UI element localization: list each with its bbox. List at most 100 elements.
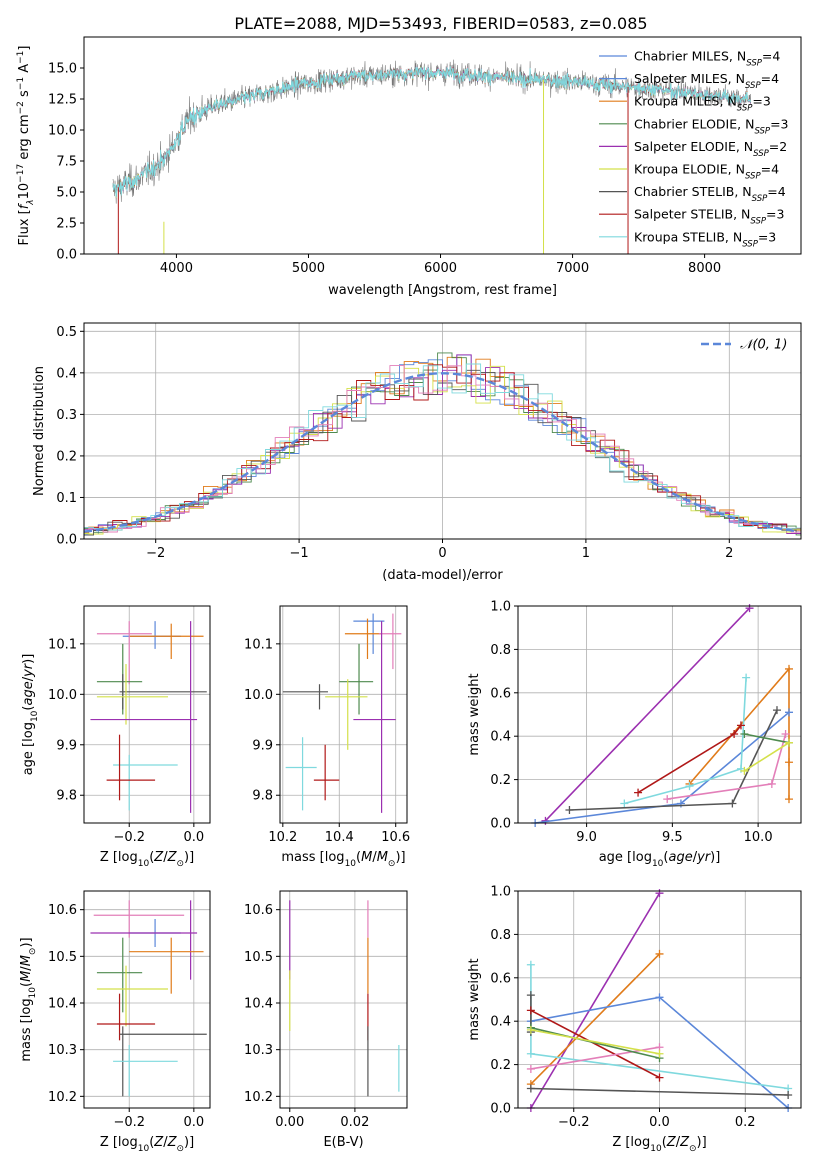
- x-tick-label: 0: [438, 546, 446, 561]
- y-tick-label: 9.8: [252, 789, 273, 804]
- y-tick-label: 0.8: [490, 643, 511, 658]
- x-tick-label: 6000: [424, 261, 457, 276]
- y-tick-label: 5.0: [56, 186, 77, 201]
- y-tick-label: 10.2: [48, 1090, 77, 1105]
- spectrum-traces: [112, 59, 752, 254]
- series-line: [544, 607, 751, 822]
- x-tick-label: 9.0: [576, 830, 597, 845]
- histogram-series: [84, 364, 801, 536]
- series-marker: [740, 766, 749, 775]
- gaussian-curve: [84, 372, 799, 533]
- y-tick-label: 0.2: [490, 773, 511, 788]
- x-tick-label: 0.00: [275, 1115, 304, 1130]
- series-marker: [655, 1073, 664, 1082]
- y-tick-label: 0.0: [56, 248, 77, 263]
- axes-frame: [83, 890, 211, 1109]
- spectrum-model-line: [112, 66, 752, 197]
- series-marker: [526, 1049, 535, 1058]
- y-tick-label: 10.0: [48, 124, 77, 139]
- series-marker: [565, 805, 574, 814]
- y-tick-label: 7.5: [56, 155, 77, 170]
- y-tick-label: 10.5: [48, 950, 77, 965]
- x-tick-label: 0.0: [184, 1115, 205, 1130]
- x-tick-label: 1: [582, 546, 590, 561]
- series-marker: [740, 730, 749, 739]
- x-tick-label: −0.2: [113, 1115, 145, 1130]
- x-axis-label: (data-model)/error: [382, 568, 503, 583]
- x-tick-label: 10.4: [325, 830, 354, 845]
- x-tick-label: −2: [146, 546, 165, 561]
- y-axis-label: Normed distribution: [32, 366, 47, 496]
- x-axis-label: Z [log10(Z/Z⊙)]: [100, 850, 194, 869]
- series-line: [530, 892, 661, 1109]
- axes-frame: [517, 605, 802, 824]
- y-tick-label: 9.9: [252, 738, 273, 753]
- x-tick-label: 7000: [556, 261, 589, 276]
- legend-entry: Chabrier ELODIE, NSSP=3: [634, 116, 789, 136]
- series-line: [743, 742, 790, 772]
- legend-entry: Salpeter STELIB, NSSP=3: [634, 207, 784, 227]
- axes-frame: [83, 36, 802, 255]
- series-marker: [784, 738, 793, 747]
- spectrum-model-line: [112, 66, 752, 198]
- series-marker: [728, 799, 737, 808]
- y-tick-label: 0.4: [490, 1015, 511, 1030]
- series-marker: [526, 1025, 535, 1034]
- series-marker: [685, 782, 694, 791]
- series-marker: [742, 673, 751, 682]
- series-marker: [655, 1049, 664, 1058]
- series-line: [530, 1046, 660, 1070]
- y-tick-label: 10.6: [244, 903, 273, 918]
- axes-age_vs_Z: −0.2 0.0 9.8 9.9 10.0 10.1 Z [log10(Z/Z⊙)] age …: [21, 605, 211, 869]
- y-axis-label: Flux [fλ10−17 erg cm−2 s−1 A−1]: [16, 46, 36, 246]
- series-marker: [663, 795, 672, 804]
- legend-entry: Kroupa STELIB, NSSP=3: [634, 229, 776, 249]
- spectrum-model-line: [112, 66, 752, 197]
- axes-massweight_vs_age: 9.0 9.5 10.0 0.0 0.2 0.4 0.6 0.8 1.0 age [log10(a…: [467, 600, 802, 869]
- y-tick-label: 0.3: [56, 408, 77, 423]
- axes-frame: [83, 605, 211, 824]
- y-tick-label: 0.5: [56, 325, 77, 340]
- series-marker: [784, 795, 793, 804]
- y-tick-label: 1.0: [490, 600, 511, 615]
- plot-layer: 4000 5000 6000 7000 80000.02.55.07.510.012.5…: [16, 36, 802, 1154]
- spectrum-model-line: [112, 66, 752, 198]
- x-tick-label: 10.6: [381, 830, 410, 845]
- y-tick-label: 15.0: [48, 62, 77, 77]
- y-tick-label: 0.6: [490, 686, 511, 701]
- series-marker: [526, 1084, 535, 1093]
- legend-entry: 𝒩(0, 1): [740, 338, 787, 353]
- series-marker: [781, 730, 790, 739]
- series-marker: [526, 960, 535, 969]
- spectrum-model-line: [112, 66, 752, 198]
- y-tick-label: 0.4: [490, 730, 511, 745]
- y-tick-label: 1.0: [490, 885, 511, 900]
- x-tick-label: −1: [290, 546, 309, 561]
- y-tick-label: 12.5: [48, 93, 77, 108]
- y-tick-label: 0.0: [56, 533, 77, 548]
- series-marker: [784, 758, 793, 767]
- y-axis-label: mass [log10(M/M⊙)]: [19, 937, 38, 1061]
- y-tick-label: 10.4: [244, 997, 273, 1012]
- x-tick-label: 0.02: [340, 1115, 369, 1130]
- series-line: [530, 1026, 660, 1059]
- x-tick-label: 4000: [160, 261, 193, 276]
- series-line: [530, 1029, 660, 1055]
- x-axis-label: E(B-V): [323, 1135, 363, 1150]
- legend-entry: Salpeter MILES, NSSP=4: [634, 71, 779, 91]
- x-tick-label: −0.2: [558, 1115, 590, 1130]
- y-axis-label: mass weight: [467, 673, 482, 755]
- y-tick-label: 9.8: [56, 789, 77, 804]
- series-line: [530, 1087, 789, 1096]
- figure-title: PLATE=2088, MJD=53493, FIBERID=0583, z=0…: [234, 14, 647, 33]
- x-axis-label: wavelength [Angstrom, rest frame]: [328, 283, 557, 298]
- x-tick-label: 9.5: [662, 830, 683, 845]
- series-line: [530, 953, 661, 1085]
- series-marker: [655, 993, 664, 1002]
- x-axis-label: Z [log10(Z/Z⊙)]: [100, 1135, 194, 1154]
- axes-frame: [279, 605, 408, 824]
- y-tick-label: 10.1: [244, 637, 273, 652]
- y-tick-label: 10.6: [48, 903, 77, 918]
